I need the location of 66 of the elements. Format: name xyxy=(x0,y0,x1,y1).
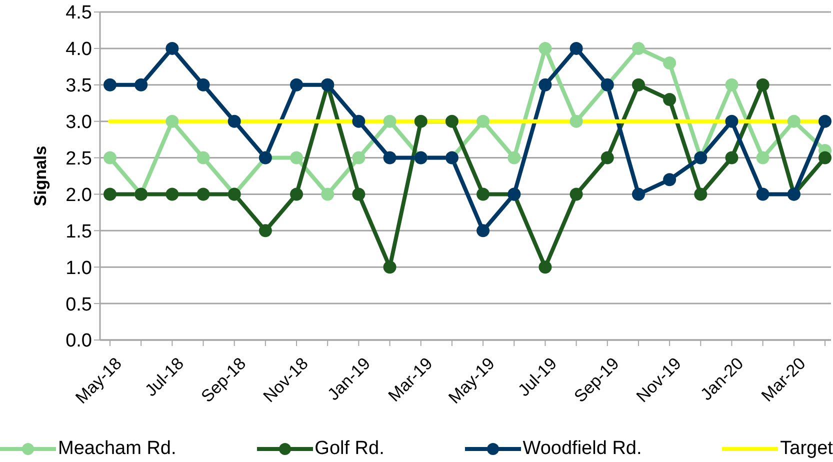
y-tick-label: 0.5 xyxy=(66,294,92,316)
point xyxy=(321,188,334,201)
point xyxy=(725,151,738,164)
point xyxy=(476,188,490,201)
point xyxy=(508,151,521,164)
point xyxy=(258,224,272,238)
point xyxy=(632,78,645,92)
y-tick-label: 2.0 xyxy=(66,184,92,206)
point xyxy=(538,78,552,92)
point xyxy=(632,188,645,201)
point xyxy=(445,114,458,128)
y-tick-label: 1.0 xyxy=(66,258,92,279)
point xyxy=(196,151,210,164)
point xyxy=(632,42,645,55)
point xyxy=(694,188,708,201)
point xyxy=(383,151,396,164)
point xyxy=(228,114,241,128)
point xyxy=(570,42,583,55)
point xyxy=(290,188,304,201)
point xyxy=(352,114,366,128)
point xyxy=(756,188,770,201)
point xyxy=(290,78,304,92)
point xyxy=(134,78,148,92)
point xyxy=(756,78,770,92)
point xyxy=(196,188,210,201)
point xyxy=(352,188,366,201)
point xyxy=(787,114,800,128)
y-tick-label: 1.5 xyxy=(66,221,92,242)
legend-label: Target xyxy=(780,438,833,460)
point xyxy=(104,188,116,201)
legend-label: Meacham Rd. xyxy=(58,438,176,460)
point xyxy=(600,151,614,164)
y-tick-label: 2.5 xyxy=(66,148,92,170)
legend-label: Woodfield Rd. xyxy=(522,438,642,460)
y-tick-label: 3.0 xyxy=(66,112,92,134)
point xyxy=(166,188,179,201)
point xyxy=(570,188,583,201)
point xyxy=(476,114,490,128)
y-tick-label: 4.5 xyxy=(66,2,92,24)
point xyxy=(818,151,832,164)
point xyxy=(663,92,676,106)
point xyxy=(104,151,116,164)
legend-label: Golf Rd. xyxy=(314,438,384,460)
point xyxy=(725,78,738,92)
point xyxy=(383,260,396,274)
y-tick-label: 4.0 xyxy=(66,39,92,60)
point xyxy=(290,151,304,164)
point xyxy=(538,260,552,274)
point xyxy=(383,114,396,128)
point xyxy=(663,56,676,70)
point xyxy=(476,224,490,238)
point xyxy=(352,151,366,164)
point xyxy=(414,114,428,128)
point xyxy=(818,114,832,128)
y-tick-label: 3.5 xyxy=(66,76,92,97)
y-axis-title: Signals xyxy=(31,146,50,206)
point xyxy=(166,114,179,128)
point xyxy=(663,173,676,186)
point xyxy=(725,114,738,128)
point xyxy=(570,114,583,128)
point xyxy=(538,42,552,55)
point xyxy=(196,78,210,92)
point xyxy=(166,42,179,55)
point xyxy=(104,78,116,92)
y-tick-label: 0.0 xyxy=(66,330,92,352)
point xyxy=(756,151,770,164)
